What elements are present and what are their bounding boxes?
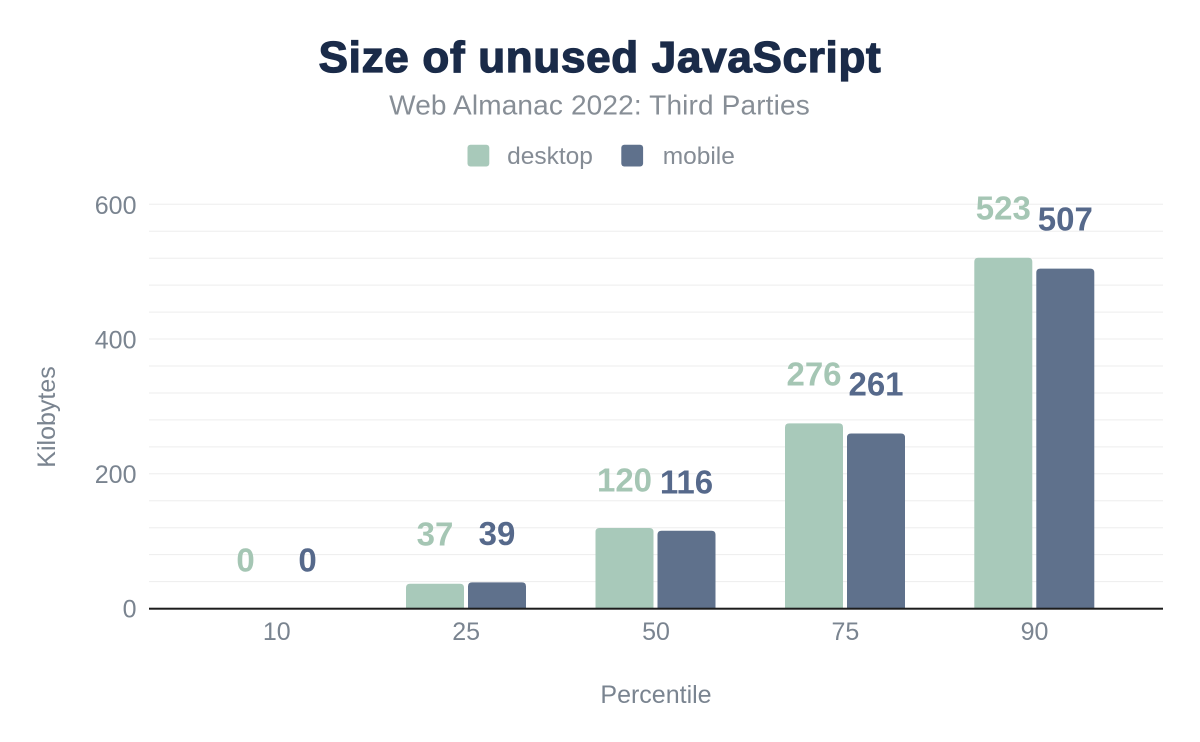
- svg-text:mobile: mobile: [663, 143, 735, 170]
- svg-text:25: 25: [452, 618, 480, 646]
- svg-text:0: 0: [298, 542, 316, 579]
- svg-text:10: 10: [263, 618, 291, 646]
- svg-text:39: 39: [479, 515, 516, 552]
- svg-text:276: 276: [786, 355, 841, 392]
- svg-text:523: 523: [976, 189, 1031, 226]
- svg-text:Percentile: Percentile: [600, 681, 711, 709]
- svg-text:Kilobytes: Kilobytes: [33, 366, 61, 467]
- svg-text:507: 507: [1038, 200, 1093, 237]
- svg-text:0: 0: [123, 596, 137, 624]
- svg-text:200: 200: [95, 461, 137, 489]
- svg-text:50: 50: [642, 618, 670, 646]
- svg-text:0: 0: [236, 541, 254, 578]
- svg-text:75: 75: [831, 618, 859, 646]
- svg-text:Size of unused JavaScript: Size of unused JavaScript: [319, 33, 882, 82]
- svg-text:90: 90: [1021, 618, 1049, 646]
- svg-text:desktop: desktop: [507, 143, 593, 170]
- svg-text:400: 400: [95, 327, 137, 355]
- svg-text:116: 116: [660, 464, 713, 501]
- svg-text:Web Almanac 2022: Third Partie: Web Almanac 2022: Third Parties: [389, 90, 810, 121]
- svg-text:600: 600: [95, 192, 137, 220]
- svg-text:261: 261: [848, 365, 903, 402]
- svg-text:120: 120: [597, 461, 652, 498]
- svg-text:37: 37: [417, 515, 454, 552]
